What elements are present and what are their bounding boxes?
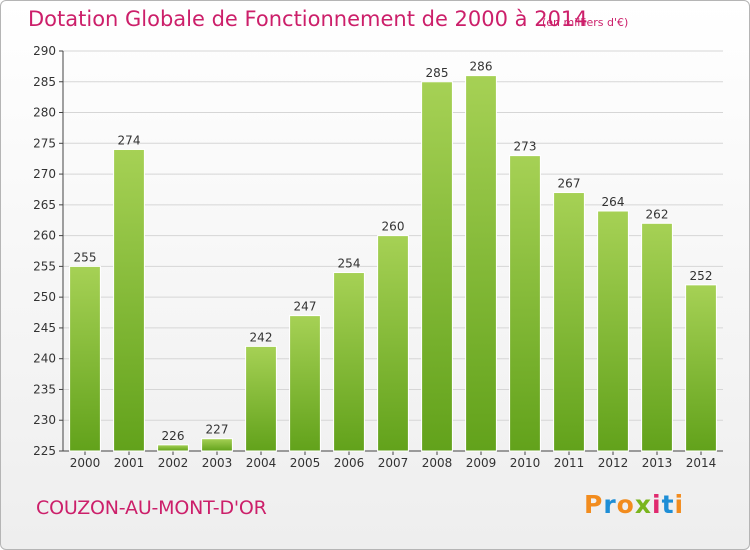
x-tick-label-2000: 2000 — [70, 456, 101, 470]
y-tick-label: 260 — [33, 229, 56, 243]
y-tick-label: 230 — [33, 413, 56, 427]
bars — [69, 75, 717, 452]
bar-2010 — [509, 155, 541, 452]
data-label-2010: 273 — [514, 140, 537, 154]
bar-2008 — [421, 81, 453, 452]
bar-2005 — [289, 315, 321, 452]
data-label-2013: 262 — [646, 207, 669, 221]
logo-letter: x — [634, 490, 652, 519]
x-tick-label-2002: 2002 — [158, 456, 189, 470]
logo-letter: P — [584, 490, 604, 519]
x-tick-label-2012: 2012 — [598, 456, 629, 470]
bar-2004 — [245, 345, 277, 452]
bar-2013 — [641, 222, 673, 452]
bar-2014 — [685, 284, 717, 452]
axes: 2252302352402452502552602652702752802852… — [33, 44, 723, 470]
data-label-2001: 274 — [118, 133, 141, 147]
bar-2007 — [377, 235, 409, 452]
bar-2000 — [69, 265, 101, 452]
y-tick-label: 225 — [33, 444, 56, 458]
x-tick-label-2008: 2008 — [422, 456, 453, 470]
commune-name: COUZON-AU-MONT-D'OR — [36, 497, 267, 519]
y-tick-label: 250 — [33, 290, 56, 304]
data-label-2002: 226 — [162, 429, 185, 443]
data-label-2003: 227 — [206, 423, 229, 437]
y-tick-label: 270 — [33, 167, 56, 181]
x-tick-label-2005: 2005 — [290, 456, 321, 470]
logo-letter: r — [603, 490, 617, 519]
x-tick-label-2007: 2007 — [378, 456, 409, 470]
bar-2003 — [201, 438, 233, 452]
data-label-2000: 255 — [74, 250, 97, 264]
logo-letter: i — [674, 490, 685, 519]
data-labels: 255 274 226 227 242 247 254 260 285 286 273 267 264 2… — [74, 60, 713, 443]
bar-2012 — [597, 210, 629, 452]
y-tick-label: 235 — [33, 382, 56, 396]
data-label-2007: 260 — [382, 220, 405, 234]
bar-2001 — [113, 148, 145, 452]
bar-2002 — [157, 444, 189, 452]
x-tick-label-2003: 2003 — [202, 456, 233, 470]
y-tick-label: 285 — [33, 75, 56, 89]
y-tick-label: 240 — [33, 352, 56, 366]
x-tick-label-2010: 2010 — [510, 456, 541, 470]
data-label-2004: 242 — [250, 330, 273, 344]
bar-2009 — [465, 75, 497, 452]
bar-chart: 2252302352402452502552602652702752802852… — [33, 44, 723, 470]
x-tick-label-2009: 2009 — [466, 456, 497, 470]
bar-2006 — [333, 272, 365, 452]
x-tick-label-2006: 2006 — [334, 456, 365, 470]
x-tick-label-2013: 2013 — [642, 456, 673, 470]
data-label-2009: 286 — [470, 60, 493, 74]
data-label-2012: 264 — [602, 195, 625, 209]
y-tick-label: 245 — [33, 321, 56, 335]
x-tick-label-2011: 2011 — [554, 456, 585, 470]
data-label-2011: 267 — [558, 177, 581, 191]
data-label-2006: 254 — [338, 257, 361, 271]
proxiti-logo[interactable]: Proxiti — [584, 490, 684, 519]
data-label-2008: 285 — [426, 66, 449, 80]
y-tick-label: 280 — [33, 106, 56, 120]
x-tick-label-2014: 2014 — [686, 456, 717, 470]
chart-title: Dotation Globale de Fonctionnement de 20… — [28, 7, 588, 31]
data-label-2005: 247 — [294, 300, 317, 314]
y-tick-label: 265 — [33, 198, 56, 212]
chart-subtitle: (en milliers d'€) — [542, 16, 629, 29]
bar-2011 — [553, 192, 585, 452]
logo-letter: t — [661, 490, 675, 519]
x-tick-label-2001: 2001 — [114, 456, 145, 470]
y-tick-label: 255 — [33, 259, 56, 273]
y-tick-label: 275 — [33, 136, 56, 150]
data-label-2014: 252 — [690, 269, 713, 283]
logo-letter: i — [652, 490, 662, 519]
y-tick-label: 290 — [33, 44, 56, 58]
x-tick-label-2004: 2004 — [246, 456, 277, 470]
logo-letter: o — [616, 490, 635, 519]
